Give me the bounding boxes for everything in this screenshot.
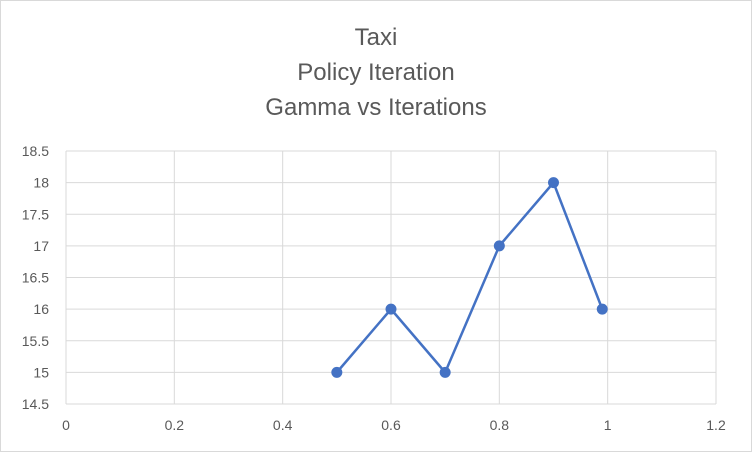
data-point — [331, 366, 343, 378]
data-point — [493, 240, 505, 252]
x-tick-label: 0.2 — [165, 417, 185, 433]
data-point — [596, 303, 608, 315]
x-tick-label: 0 — [62, 417, 70, 433]
x-tick-label: 0.8 — [490, 417, 510, 433]
data-point — [385, 303, 397, 315]
data-point — [548, 177, 559, 189]
chart-title-line-2: Policy Iteration — [297, 59, 455, 86]
y-tick-label: 15 — [33, 364, 49, 380]
y-tick-label: 14.5 — [22, 396, 49, 412]
x-tick-label: 0.6 — [381, 417, 401, 433]
y-tick-label: 18 — [33, 175, 49, 191]
y-tick-label: 16 — [33, 301, 49, 317]
series-line — [335, 181, 604, 374]
x-tick-label: 1.2 — [706, 417, 726, 433]
y-tick-label: 17.5 — [22, 206, 49, 222]
data-point — [439, 366, 451, 378]
x-tick-label: 0.4 — [273, 417, 293, 433]
y-tick-label: 16.5 — [22, 270, 49, 286]
chart-title-line-3: Gamma vs Iterations — [265, 94, 487, 121]
y-tick-label: 15.5 — [22, 333, 49, 349]
x-tick-label: 1 — [604, 417, 612, 433]
y-tick-label: 17 — [33, 238, 49, 254]
y-tick-label: 18.5 — [22, 143, 49, 159]
chart-title-line-1: Taxi — [354, 24, 398, 51]
